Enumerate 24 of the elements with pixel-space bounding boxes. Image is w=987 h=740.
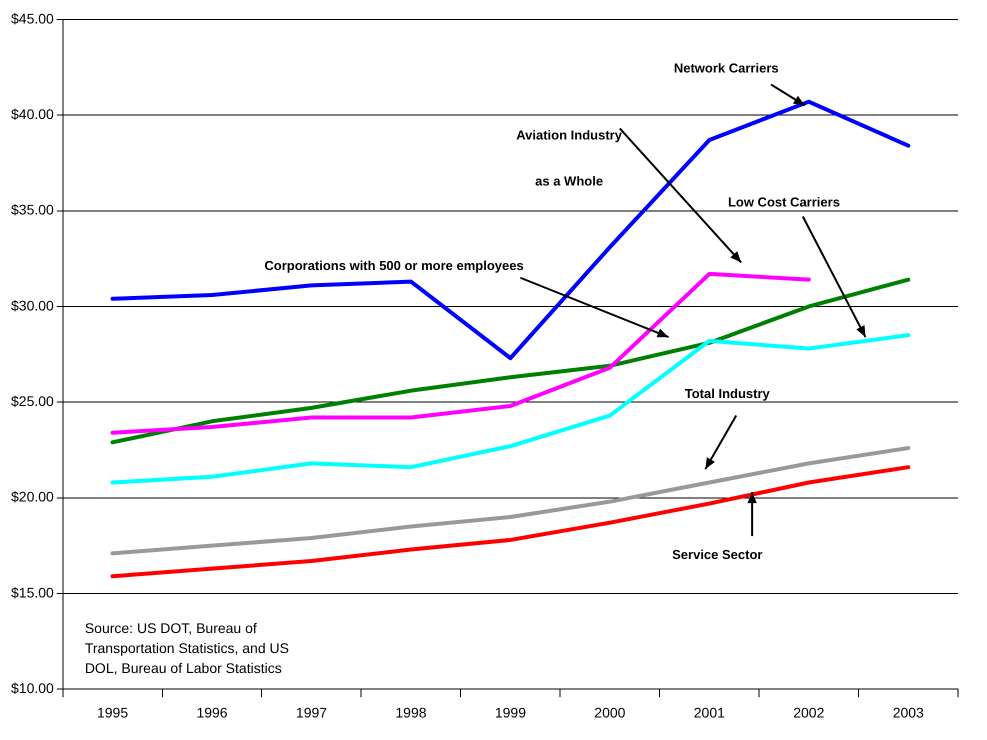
- x-tick-label: 2000: [594, 704, 626, 720]
- x-tick-label: 1998: [395, 704, 427, 720]
- y-tick-label: $45.00: [10, 10, 54, 26]
- x-tick-label: 1996: [196, 704, 228, 720]
- x-tick-label: 2003: [892, 704, 924, 720]
- y-tick-label: $35.00: [10, 202, 54, 218]
- x-tick-label: 1997: [296, 704, 328, 720]
- x-tick-label: 2002: [793, 704, 825, 720]
- x-tick-label: 2001: [694, 704, 726, 720]
- y-tick-label: $10.00: [10, 680, 54, 696]
- text: Service Sector: [672, 546, 762, 562]
- y-tick-label: $30.00: [10, 297, 54, 314]
- y-tick-label: $40.00: [10, 106, 54, 122]
- y-tick-label: $20.00: [10, 488, 54, 505]
- annotation: Source: US DOT, Bureau of Transportation Statistics, and US DOL, Bureau of Labor Statistics: [84, 620, 289, 676]
- x-tick-label: 1999: [494, 704, 526, 720]
- text: Low Cost Carriers: [728, 194, 840, 210]
- text: Corporations with 500 or more employees: [264, 258, 524, 273]
- text: Aviation Industry as a Whole: [516, 128, 622, 189]
- y-tick-label: $15.00: [10, 584, 54, 600]
- text: Total Industry: [684, 386, 771, 402]
- x-tick-label: 1995: [96, 704, 128, 720]
- text: Network Carriers: [674, 60, 779, 76]
- y-tick-label: $25.00: [10, 393, 54, 409]
